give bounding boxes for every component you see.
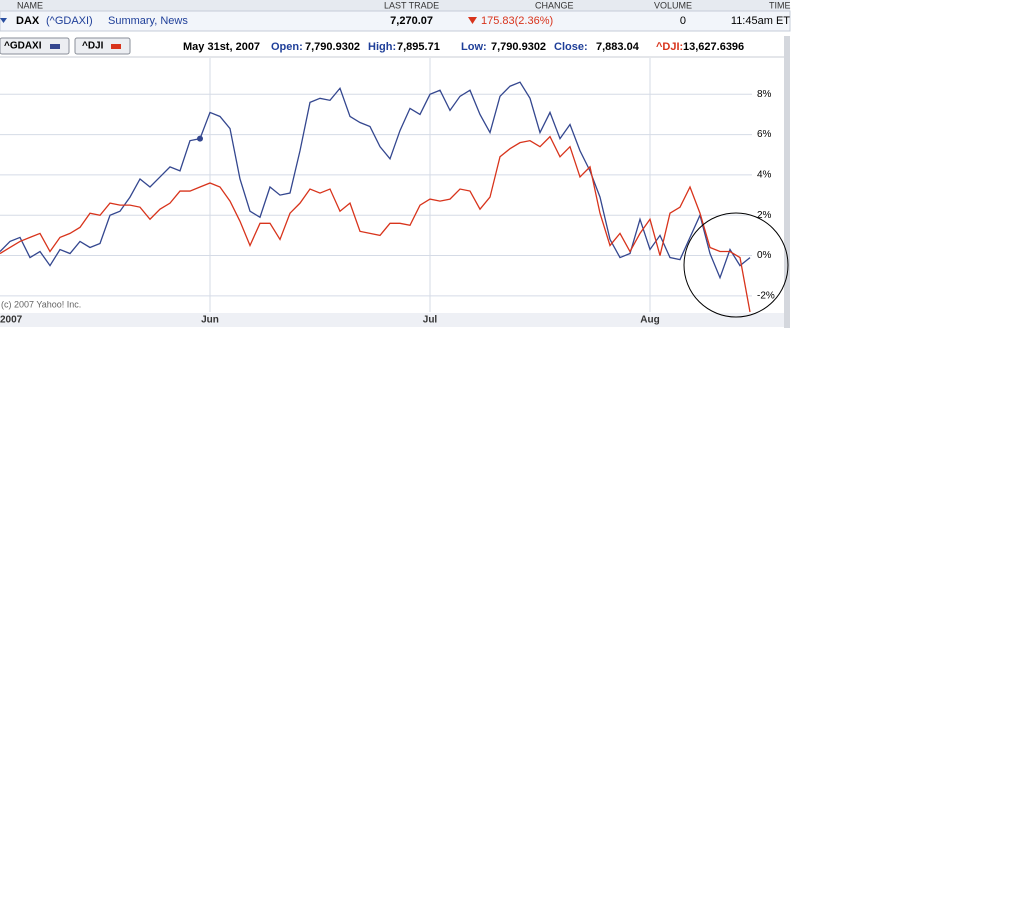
swatch (111, 44, 121, 49)
stat-label: Close: (554, 41, 588, 53)
stat-label: Open: (271, 41, 303, 53)
header-bar (0, 0, 790, 11)
button-label[interactable]: ^GDAXI (4, 41, 42, 52)
scrollbar[interactable] (784, 36, 790, 328)
x-tick-label: Jul (423, 315, 438, 326)
column-label: VOLUME (654, 0, 692, 10)
change: 175.83(2.36%) (481, 15, 553, 27)
stat-label: Low: (461, 41, 487, 53)
quote-ticker[interactable]: (^GDAXI) (46, 15, 93, 27)
column-label: CHANGE (535, 0, 574, 10)
last-trade: 7,270.07 (390, 15, 433, 27)
down-arrow (468, 17, 477, 24)
button-label[interactable]: ^DJI (82, 41, 104, 52)
stat-value: 7,883.04 (596, 41, 640, 53)
column-label: NAME (17, 0, 43, 10)
y-tick-label: 6% (757, 129, 772, 140)
stat-value: 13,627.6396 (683, 41, 744, 53)
stat-value: 7,790.9302 (305, 41, 360, 53)
stat-value: 7,895.71 (397, 41, 440, 53)
hover-point (197, 135, 203, 142)
time: 11:45am ET (731, 15, 790, 27)
date: May 31st, 2007 (183, 41, 260, 53)
y-tick-label: 8% (757, 89, 772, 100)
stat-label: High: (368, 41, 396, 53)
line-series (0, 81, 751, 280)
y-tick-label: 0% (757, 250, 772, 261)
credit: (c) 2007 Yahoo! Inc. (1, 299, 81, 309)
volume: 0 (680, 15, 686, 27)
x-tick-label: Jun (201, 315, 219, 326)
y-tick-label: -2% (757, 291, 775, 302)
y-tick-label: 2% (757, 210, 772, 221)
x-tick-label: 2007 (0, 315, 23, 326)
column-label: LAST TRADE (384, 0, 439, 10)
stat-value: 7,790.9302 (491, 41, 546, 53)
series-button[interactable] (74, 37, 131, 55)
x-tick-label: Aug (640, 315, 659, 326)
annotation-circle (683, 212, 789, 318)
quote-links[interactable]: Summary, News (108, 15, 188, 27)
swatch (50, 44, 60, 49)
line-series (0, 135, 751, 313)
quote-name: DAX (16, 15, 40, 27)
dropdown-arrow[interactable] (0, 18, 7, 23)
quote-row (0, 10, 791, 32)
stat-label: ^DJI: (656, 41, 683, 53)
column-label: TIME (769, 0, 791, 10)
toolbar (0, 36, 790, 58)
y-tick-label: 4% (757, 170, 772, 181)
x-axis-band (0, 313, 784, 327)
plot: -2% 0% 2% 4% 6% 8% 2007 Jun Jul Aug (0, 58, 775, 326)
series-button[interactable] (0, 37, 70, 55)
